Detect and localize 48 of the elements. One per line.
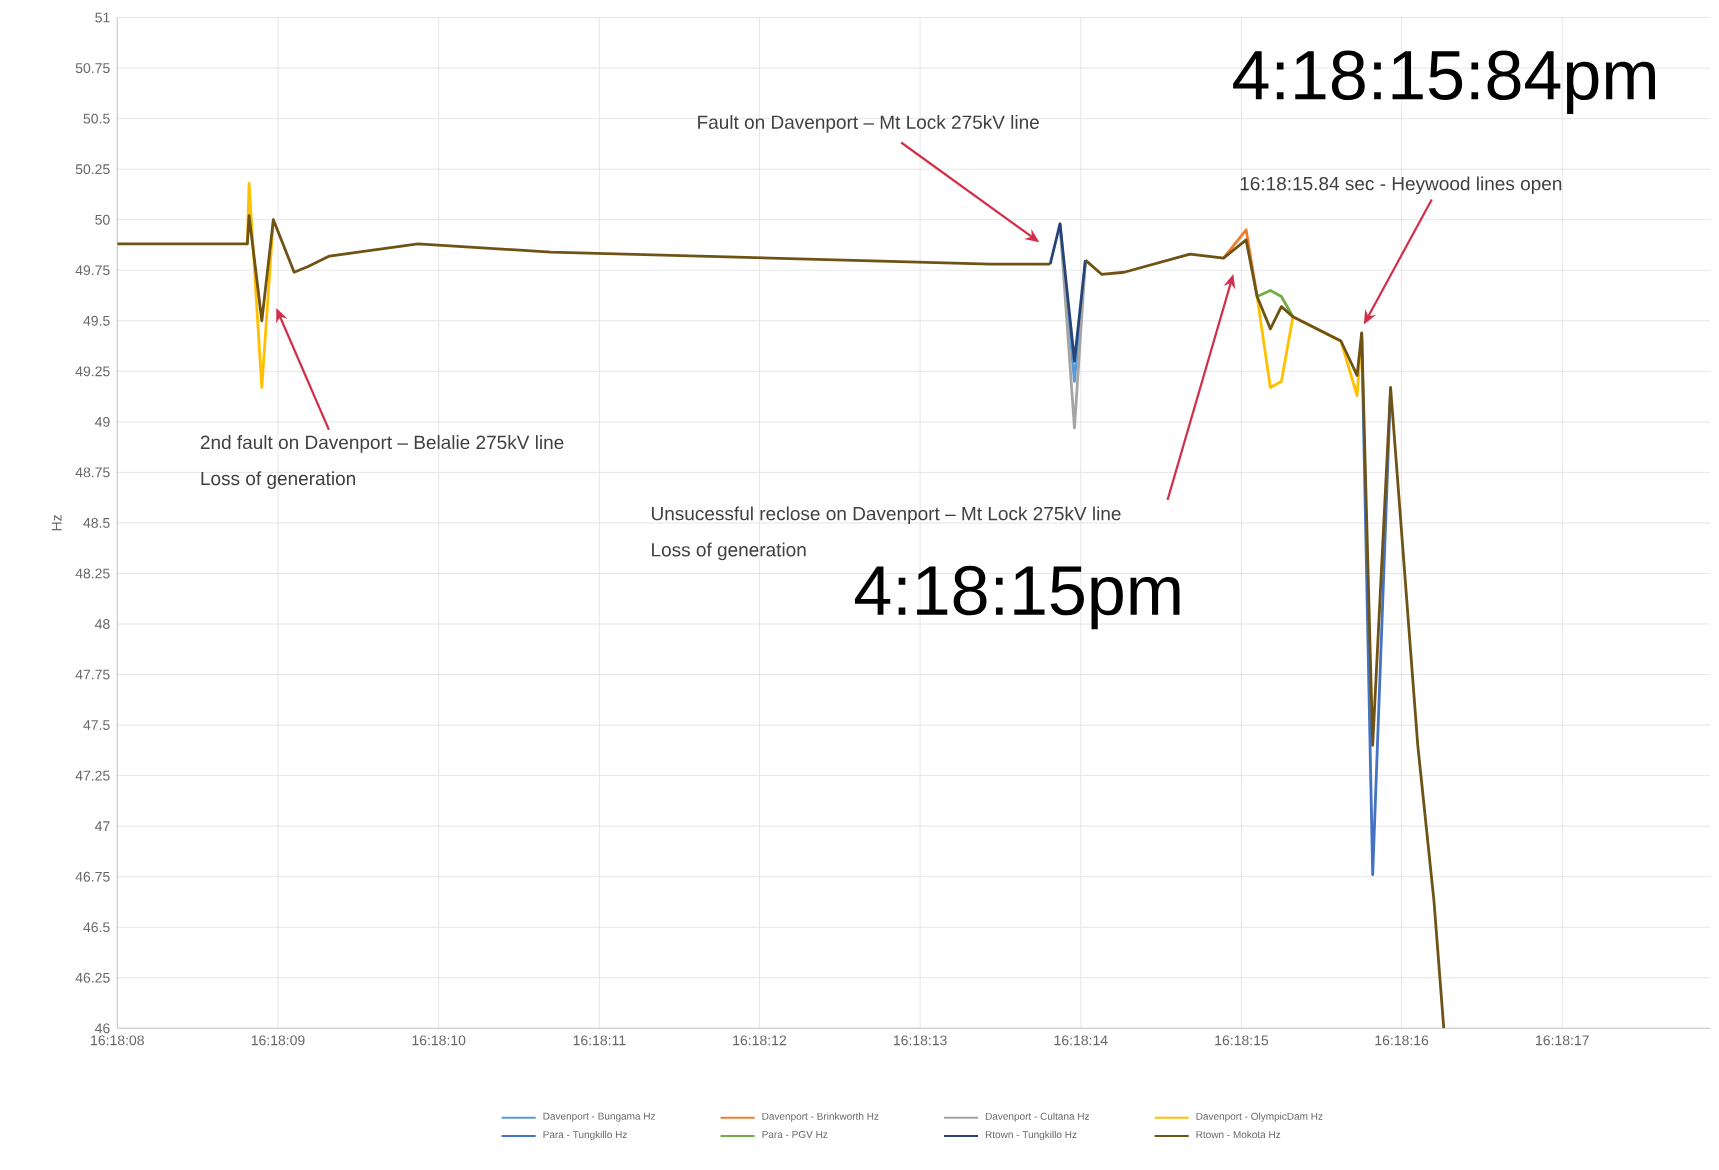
- y-tick-label: 46: [94, 1023, 110, 1034]
- legend-label: Davenport - Brinkworth Hz: [762, 1112, 879, 1122]
- y-tick-label: 51: [95, 12, 110, 23]
- y-tick-label: 48.25: [75, 568, 110, 579]
- y-tick-label: 47: [94, 821, 110, 832]
- y-tick-label: 46.5: [83, 922, 110, 933]
- annotation: Loss of generation: [201, 471, 356, 490]
- x-tick-label: 16:18:15: [1215, 1035, 1269, 1046]
- legend-label: Para - Tungkillo Hz: [543, 1130, 627, 1141]
- annotation: 4:18:15:84pm: [1233, 50, 1655, 115]
- y-axis-title: Hz: [51, 515, 62, 531]
- y-tick-label: 49: [94, 417, 110, 427]
- y-tick-label: 50: [95, 214, 110, 225]
- y-tick-label: 50.5: [83, 113, 110, 124]
- y-tick-label: 49.25: [75, 366, 110, 377]
- legend-label: Rtown - Mokota Hz: [1196, 1130, 1281, 1139]
- y-tick-label: 46.25: [75, 972, 110, 983]
- legend-label: Davenport - Cultana Hz: [985, 1112, 1090, 1122]
- annotation: Unsucessful reclose on Davenport – Mt Lock 275kV line: [651, 506, 1121, 525]
- y-tick-label: 49.75: [75, 265, 110, 276]
- annotation: 4:18:15pm: [854, 565, 1180, 630]
- y-tick-label: 47.25: [75, 770, 110, 781]
- y-tick-label: 46.75: [75, 871, 110, 882]
- legend-label: Para - PGV Hz: [762, 1131, 828, 1139]
- y-tick-label: 47.75: [75, 669, 110, 680]
- x-tick-label: 16:18:11: [573, 1035, 626, 1046]
- annotation: 2nd fault on Davenport – Belalie 275kV line: [200, 435, 564, 453]
- legend-label: Davenport - Bungama Hz: [543, 1112, 656, 1122]
- x-tick-label: 16:18:10: [412, 1035, 466, 1046]
- y-tick-label: 49.5: [83, 315, 110, 326]
- x-tick-label: 16:18:08: [91, 1035, 144, 1046]
- y-tick-label: 50.75: [75, 63, 110, 74]
- annotation: Loss of generation: [652, 542, 806, 561]
- y-tick-label: 48.75: [75, 467, 110, 478]
- x-tick-label: 16:18:17: [1536, 1035, 1589, 1046]
- y-tick-label: 48: [94, 619, 110, 630]
- x-tick-label: 16:18:12: [733, 1035, 786, 1046]
- y-tick-label: 48.5: [83, 518, 110, 528]
- legend-label: Davenport - OlympicDam Hz: [1196, 1112, 1323, 1122]
- x-tick-label: 16:18:09: [251, 1035, 305, 1046]
- legend-label: Rtown - Tungkillo Hz: [985, 1130, 1077, 1141]
- y-tick-label: 47.5: [83, 720, 110, 731]
- annotation: Fault on Davenport – Mt Lock 275kV line: [698, 115, 1039, 133]
- x-tick-label: 16:18:14: [1054, 1035, 1108, 1046]
- y-tick-label: 50.25: [75, 164, 110, 175]
- x-tick-label: 16:18:16: [1375, 1035, 1429, 1046]
- annotation: 16:18:15.84 sec - Heywood lines open: [1240, 176, 1562, 195]
- x-tick-label: 16:18:13: [893, 1035, 947, 1046]
